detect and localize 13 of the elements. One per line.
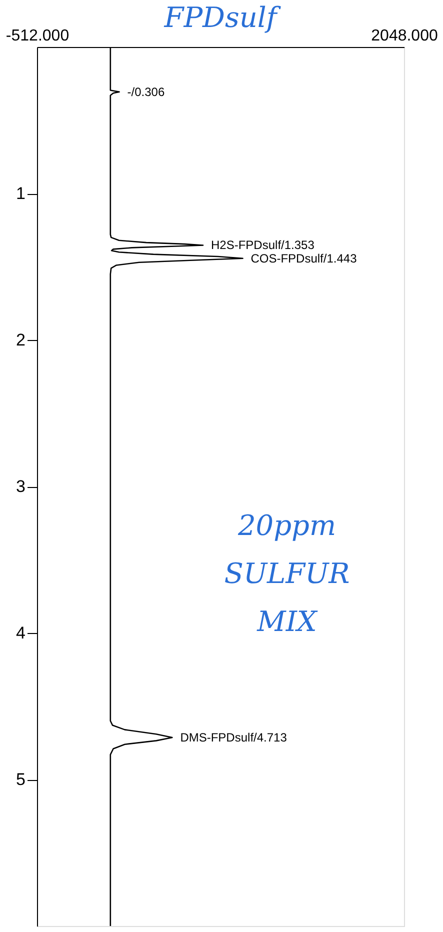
y-tick-label: 4	[16, 624, 26, 642]
annotation: DMS-FPDsulf/4.713	[180, 730, 288, 744]
y-tick-label: 5	[16, 770, 26, 789]
annotation: -/0.306	[127, 84, 165, 99]
annotation: 20ppm SULFUR MIX	[224, 509, 350, 638]
x-tick-label: 2048.000	[371, 28, 438, 44]
annotation: H2S-FPDsulf/1.353	[211, 238, 315, 252]
y-tick-label: 3	[16, 477, 26, 496]
x-tick-label: -512.000	[6, 28, 70, 44]
chart-title: FPDsulf	[163, 1, 282, 34]
annotation: COS-FPDsulf/1.443	[250, 251, 358, 266]
y-tick-label: 2	[16, 330, 26, 350]
y-tick-label: 1	[16, 184, 26, 203]
